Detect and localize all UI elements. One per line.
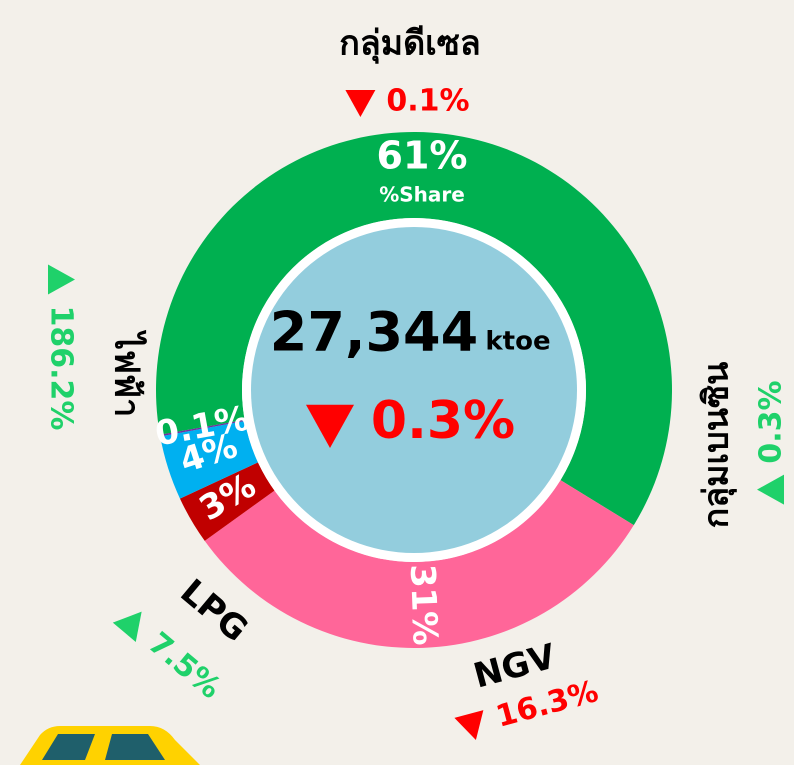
change-indicator: 186.2% xyxy=(44,265,79,431)
change-arrow xyxy=(113,602,153,642)
change-arrow xyxy=(757,475,784,505)
share-note: %Share xyxy=(379,183,465,207)
taxi-icon xyxy=(20,726,200,765)
change-label: 0.3% xyxy=(754,380,789,463)
total-unit: ktoe xyxy=(485,327,550,357)
category-label: ไฟฟ้า xyxy=(107,330,148,417)
share-label: 31% xyxy=(402,563,445,646)
category-label: กลุ่มเบนซิน xyxy=(697,362,738,529)
share-label: 61% xyxy=(377,134,468,178)
infographic: 61%31%3%4%0.1%%Shareกลุ่มดีเซล0.1%กลุ่มเ… xyxy=(0,0,794,765)
change-arrow xyxy=(345,90,375,117)
change-arrow xyxy=(454,710,490,744)
change-indicator: 0.3% xyxy=(754,380,789,504)
change-label: 186.2% xyxy=(44,306,79,431)
center-disc xyxy=(251,227,577,553)
change-indicator: 0.1% xyxy=(345,84,469,119)
change-indicator: 16.3% xyxy=(453,674,602,745)
change-arrow xyxy=(48,265,75,295)
total-change-label: 0.3% xyxy=(371,391,515,451)
total-value: 27,344 xyxy=(270,301,478,364)
change-label: 7.5% xyxy=(141,626,227,706)
category-label: LPG xyxy=(173,572,256,651)
category-label: กลุ่มดีเซล xyxy=(339,24,480,65)
change-label: 0.1% xyxy=(386,84,469,119)
